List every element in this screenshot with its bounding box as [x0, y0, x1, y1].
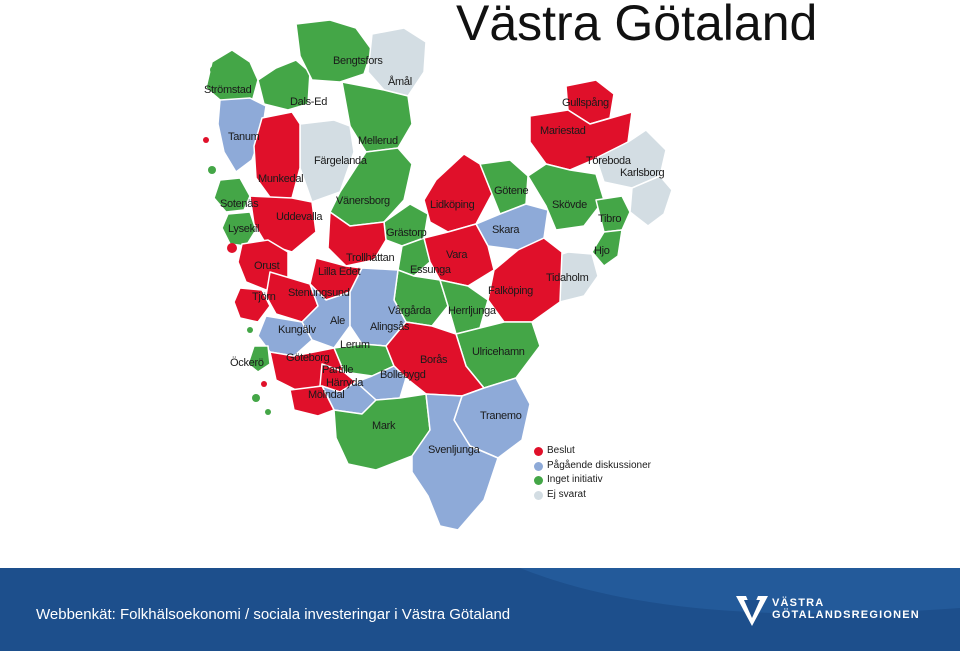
label-fargelanda: Färgelanda [314, 155, 367, 167]
municipality-ockero [247, 345, 271, 373]
label-trollhattan: Trollhättan [346, 252, 395, 264]
municipality-munkedal [253, 111, 301, 201]
label-ulricehamn: Ulricehamn [472, 346, 525, 358]
island [227, 243, 237, 253]
municipality-fargelanda [299, 119, 355, 203]
label-hjo: Hjo [594, 245, 610, 257]
label-falkoping: Falköping [488, 285, 533, 297]
logo-text-2: GÖTALANDSREGIONEN [772, 609, 920, 621]
legend-label: Pågående diskussioner [547, 459, 651, 471]
municipality-svenljunga [411, 393, 499, 531]
municipality-essunga [397, 237, 431, 277]
label-mellerud: Mellerud [358, 135, 398, 147]
legend-label: Beslut [547, 445, 575, 456]
label-harryda: Härryda [326, 377, 364, 389]
municipality-toreboda [595, 129, 667, 189]
legend-dot [534, 447, 543, 456]
label-vargarda: Vårgårda [388, 305, 431, 317]
municipality-hjo [591, 229, 623, 267]
municipality-sotenas [213, 177, 251, 213]
label-partille: Partille [322, 364, 354, 376]
label-tidaholm: Tidaholm [546, 272, 589, 284]
island [252, 394, 260, 402]
label-sotenas: Sotenäs [220, 198, 259, 210]
label-bollebygd: Bollebygd [380, 369, 426, 381]
label-grastorp: Grästorp [386, 227, 427, 239]
island [203, 137, 209, 143]
region-map [203, 19, 673, 531]
label-alingsas: Alingsås [370, 321, 410, 333]
label-ockero: Öckerö [230, 357, 264, 369]
label-vanersborg: Vänersborg [336, 195, 390, 207]
label-bengtsfors: Bengtsfors [333, 55, 383, 67]
vgr-logo: VÄSTRA GÖTALANDSREGIONEN [734, 592, 919, 633]
label-lysekil: Lysekil [228, 223, 260, 235]
label-herrljunga: Herrljunga [448, 305, 496, 317]
island [287, 211, 293, 217]
footer-wave [520, 568, 960, 614]
legend-dot [534, 476, 543, 485]
logo-text-1: VÄSTRA [772, 597, 825, 609]
island [261, 381, 267, 387]
page-title: Västra Götaland [456, 0, 818, 51]
label-lidkoping: Lidköping [430, 199, 475, 211]
municipality-bengtsfors [295, 19, 373, 83]
label-tibro: Tibro [598, 213, 622, 225]
legend-dot [534, 461, 543, 471]
legend-label: Inget initiativ [547, 474, 603, 485]
label-lerum: Lerum [340, 339, 370, 351]
footer-text: Webbenkät: Folkhälsoekonomi / sociala in… [36, 606, 511, 623]
municipality-dals-ed [257, 59, 311, 111]
label-stromstad: Strömstad [204, 84, 252, 96]
label-boras: Borås [420, 354, 448, 366]
municipality-skara [475, 203, 549, 251]
label-tjorn: Tjörn [252, 291, 276, 303]
label-skovde: Skövde [552, 199, 587, 211]
label-svenljunga: Svenljunga [428, 444, 480, 456]
legend-label: Ej svarat [547, 488, 586, 500]
label-lilla-edet: Lilla Edet [318, 266, 361, 278]
label-goteborg: Göteborg [286, 352, 330, 364]
municipality-falkoping [487, 237, 563, 323]
label-tanum: Tanum [228, 131, 260, 143]
island [247, 327, 253, 333]
label-mark: Mark [372, 420, 396, 432]
label-gotene: Götene [494, 185, 529, 197]
label-mariestad: Mariestad [540, 125, 586, 137]
label-gullspang: Gullspång [562, 97, 609, 109]
label-vara: Vara [446, 249, 468, 261]
island [265, 409, 271, 415]
label-orust: Orust [254, 260, 280, 272]
label-molndal: Mölndal [308, 389, 345, 401]
label-ale: Ale [330, 315, 345, 327]
label-karlsborg: Karlsborg [620, 167, 665, 179]
municipality-tjorn [233, 287, 271, 323]
island [208, 166, 216, 174]
label-munkedal: Munkedal [258, 173, 304, 185]
municipality-amal [367, 27, 427, 97]
municipality-mellerud [341, 81, 413, 153]
label-essunga: Essunga [410, 264, 451, 276]
label-dals-ed: Dals-Ed [290, 96, 328, 108]
footer-bar: Webbenkät: Folkhälsoekonomi / sociala in… [0, 568, 960, 651]
label-skara: Skara [492, 224, 520, 236]
label-stenungsund: Stenungsund [288, 287, 350, 299]
legend-dot [534, 490, 543, 500]
label-kungalv: Kungälv [278, 324, 316, 336]
vgr-logo-icon [736, 596, 768, 626]
label-uddevalla: Uddevalla [276, 211, 323, 223]
municipality-tibro [595, 195, 631, 233]
label-tranemo: Tranemo [480, 410, 522, 422]
label-toreboda: Töreboda [586, 155, 631, 167]
municipality-trollhattan [327, 211, 387, 267]
island [210, 66, 218, 74]
municipality-uddevalla [249, 195, 317, 253]
municipality-molndal [289, 385, 335, 417]
label-amal: Åmål [388, 76, 412, 88]
